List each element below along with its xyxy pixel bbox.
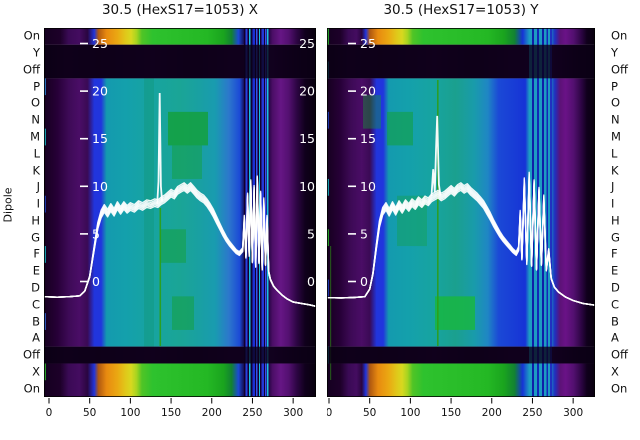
row-label-l-7: L [611, 146, 618, 161]
x-tick-label: 100 [400, 407, 420, 419]
row-label-x-20: X [32, 364, 40, 379]
row-label-on-21: On [611, 380, 628, 395]
x-tick-label: 300 [283, 407, 303, 419]
x-tick-label: 250 [522, 407, 542, 419]
row-label-m-6: M [611, 129, 621, 144]
inner-tick-label-right: 10 [299, 179, 315, 194]
x-tick-label: 200 [482, 407, 502, 419]
x-tick-label: 50 [363, 407, 376, 419]
x-tick-label: 50 [83, 407, 96, 419]
row-label-off-19: Off [611, 347, 628, 362]
row-label-d-15: D [611, 280, 620, 295]
row-label-off-2: Off [611, 62, 628, 77]
row-label-p-3: P [33, 78, 40, 93]
row-label-f-13: F [611, 246, 618, 261]
inner-tick-label: 15 [360, 131, 376, 146]
row-label-on-0: On [23, 28, 40, 43]
inner-tick-label: 20 [360, 84, 376, 99]
y-axis-label-dipole: Dipole [1, 187, 15, 223]
row-label-i-10: I [36, 196, 40, 211]
row-label-d-15: D [31, 280, 40, 295]
row-label-o-4: O [30, 95, 40, 110]
row-label-j-9: J [611, 179, 615, 194]
row-label-f-13: F [33, 246, 40, 261]
panel-x-title: 30.5 (HexS17=1053) X [101, 2, 259, 18]
row-label-h-11: H [31, 213, 40, 228]
row-label-x-20: X [611, 364, 619, 379]
row-label-k-8: K [32, 162, 40, 177]
x-tick-label: 100 [120, 407, 140, 419]
row-label-j-9: J [36, 179, 40, 194]
row-label-y-1: Y [32, 45, 40, 60]
row-label-off-19: Off [23, 347, 40, 362]
inner-tick-label: 25 [360, 36, 376, 51]
row-label-y-1: Y [611, 45, 619, 60]
row-label-m-6: M [30, 129, 40, 144]
inner-tick-label: 15 [92, 131, 108, 146]
row-label-c-16: C [611, 297, 620, 311]
x-tick-label: 0 [327, 407, 332, 419]
x-tick-label: 150 [161, 407, 181, 419]
inner-tick-label: 10 [360, 179, 376, 194]
row-label-n-5: N [31, 112, 40, 127]
row-label-b-17: B [32, 313, 40, 328]
row-label-a-18: A [611, 330, 619, 345]
inner-tick-label-right: 5 [307, 226, 315, 241]
row-label-e-14: E [32, 263, 40, 278]
inner-tick-label-right: 25 [299, 36, 315, 51]
row-label-on-0: On [611, 28, 628, 43]
row-label-k-8: K [611, 162, 619, 177]
row-label-l-7: L [33, 146, 40, 161]
inner-tick-label: 5 [360, 226, 368, 241]
x-tick-label: 300 [563, 407, 583, 419]
row-label-c-16: C [31, 297, 40, 311]
x-tick-label: 150 [441, 407, 461, 419]
row-label-off-2: Off [23, 62, 40, 77]
x-tick-label: 200 [202, 407, 222, 419]
row-label-i-10: I [611, 196, 615, 211]
inner-tick-label-right: 15 [299, 131, 315, 146]
row-label-h-11: H [611, 213, 620, 228]
row-label-g-12: G [31, 229, 40, 244]
panel-y-title: 30.5 (HexS17=1053) Y [383, 2, 539, 18]
inner-tick-label: 25 [92, 36, 108, 51]
x-tick-label: 250 [242, 407, 262, 419]
inner-tick-label-right: 0 [307, 274, 315, 289]
row-label-p-3: P [611, 78, 618, 93]
inner-tick-label: 0 [360, 274, 368, 289]
inner-tick-label: 5 [92, 226, 100, 241]
row-label-n-5: N [611, 112, 620, 127]
inner-tick-label: 20 [92, 84, 108, 99]
row-label-a-18: A [32, 330, 40, 345]
x-tick-label: 0 [46, 407, 53, 419]
inner-tick-label-right: 20 [299, 84, 315, 99]
inner-tick-label: 10 [92, 179, 108, 194]
row-label-g-12: G [611, 229, 620, 244]
inner-tick-label: 0 [92, 274, 100, 289]
row-label-b-17: B [611, 313, 619, 328]
row-label-on-21: On [23, 380, 40, 395]
row-label-e-14: E [611, 263, 619, 278]
row-label-o-4: O [611, 95, 621, 110]
